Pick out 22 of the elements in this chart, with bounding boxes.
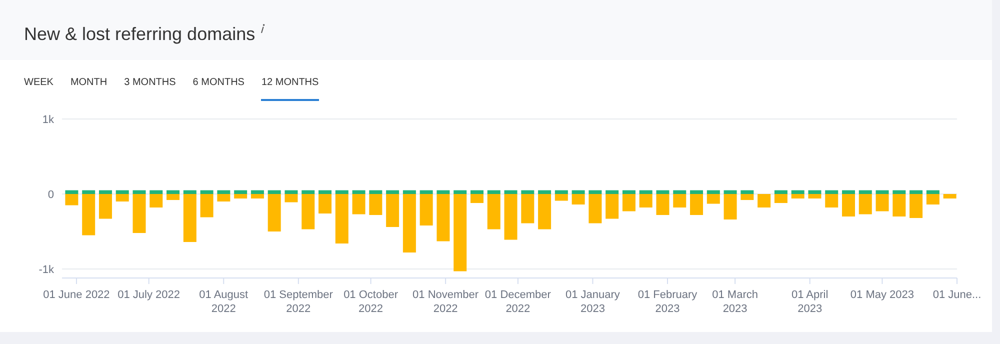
x-tick-label: 01 April 2023 [791, 289, 828, 315]
x-tick-label: 01 August 2022 [199, 289, 248, 315]
x-tick-label: 01 May 2023 [850, 289, 914, 301]
text: MONTH [70, 77, 108, 90]
x-tick-label: 01 March 2023 [712, 289, 758, 315]
x-tick-label: 01 September 2022 [264, 289, 334, 315]
y-tick-label: 0 [48, 188, 54, 201]
x-tick-label: 01 February 2023 [638, 289, 698, 315]
y-tick-label: 1k [42, 114, 54, 126]
x-tick-label: 01 December 2022 [484, 289, 552, 315]
chart-title: New & lost referring domains [24, 24, 256, 44]
x-tick-label: 01 November 2022 [412, 289, 479, 315]
x-tick-label: 01 January 2023 [566, 289, 620, 315]
x-tick-label: 01 June... [932, 289, 982, 301]
x-tick-label: 01 October 2022 [344, 289, 398, 315]
text: 6 MONTHS [192, 77, 244, 90]
text: 12 MONTHS [261, 77, 319, 101]
y-tick-label: -1k [38, 264, 54, 276]
text: 3 MONTHS [124, 77, 176, 90]
text: WEEK [24, 77, 54, 90]
x-tick-label: 01 June 2022 [43, 289, 110, 301]
x-tick-label: 01 July 2022 [118, 289, 180, 301]
